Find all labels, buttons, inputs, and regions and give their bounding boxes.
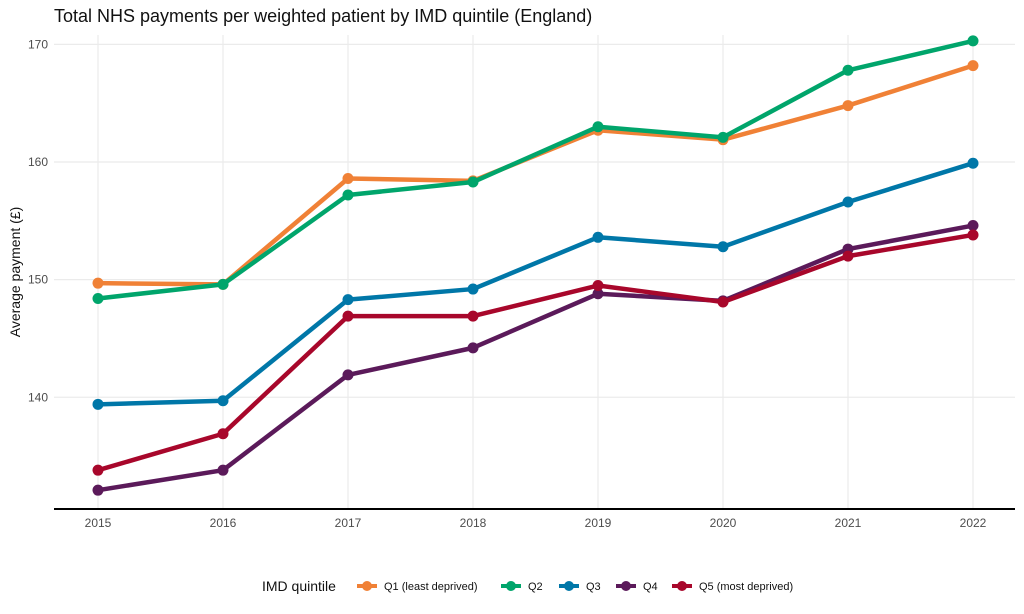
data-point <box>842 196 854 208</box>
legend-swatch-point <box>564 581 574 591</box>
data-point <box>717 241 729 253</box>
x-tick-label: 2018 <box>460 516 487 530</box>
series-line <box>95 38 976 301</box>
legend-swatch-point <box>621 581 631 591</box>
data-point <box>92 292 104 304</box>
legend-item: Q2 <box>501 581 543 593</box>
legend-swatch-point <box>677 581 687 591</box>
data-point <box>967 220 979 232</box>
data-point <box>842 250 854 262</box>
legend-item: Q1 (least deprived) <box>357 581 478 593</box>
data-point <box>967 157 979 169</box>
legend-label: Q5 (most deprived) <box>699 581 793 593</box>
data-point <box>467 342 479 354</box>
series-line <box>95 232 976 473</box>
legend: IMD quintile Q1 (least deprived) Q2 Q3 Q4 Q5… <box>262 578 793 594</box>
series-group <box>92 229 979 476</box>
x-tick-label: 2022 <box>960 516 987 530</box>
legend-swatch-point <box>506 581 516 591</box>
series-line <box>95 223 976 493</box>
x-tick-label: 2020 <box>710 516 737 530</box>
data-point <box>217 395 229 407</box>
grid <box>54 35 1015 509</box>
y-tick-label: 150 <box>28 273 48 287</box>
legend-title: IMD quintile <box>262 578 336 594</box>
data-point <box>92 277 104 289</box>
series <box>92 35 979 496</box>
x-tick-label: 2016 <box>210 516 237 530</box>
y-tick-label: 170 <box>28 37 48 51</box>
data-point <box>592 231 604 243</box>
data-point <box>592 121 604 133</box>
chart-title: Total NHS payments per weighted patient … <box>54 6 592 26</box>
x-tick-label: 2021 <box>835 516 862 530</box>
legend-label: Q2 <box>528 581 543 593</box>
data-point <box>92 398 104 410</box>
y-tick-label: 140 <box>28 390 48 404</box>
legend-label: Q3 <box>586 581 601 593</box>
data-point <box>217 428 229 440</box>
data-point <box>967 229 979 241</box>
legend-item: Q4 <box>616 581 658 593</box>
data-point <box>217 464 229 476</box>
x-tick-label: 2019 <box>585 516 612 530</box>
data-point <box>717 131 729 143</box>
data-point <box>92 484 104 496</box>
legend-label: Q1 (least deprived) <box>384 581 478 593</box>
data-point <box>967 60 979 72</box>
data-point <box>92 464 104 476</box>
y-axis-label: Average payment (£) <box>7 207 23 337</box>
data-point <box>467 176 479 188</box>
data-point <box>717 296 729 308</box>
series-group <box>92 157 979 410</box>
data-point <box>342 310 354 322</box>
data-point <box>467 310 479 322</box>
data-point <box>592 288 604 300</box>
series-line <box>95 160 976 407</box>
data-point <box>842 100 854 112</box>
series-group <box>92 35 979 304</box>
legend-swatch-point <box>362 581 372 591</box>
y-axis-ticks: 140 150 160 170 <box>28 37 48 404</box>
data-point <box>342 294 354 306</box>
data-point <box>342 369 354 381</box>
data-point <box>217 278 229 290</box>
x-tick-label: 2015 <box>85 516 112 530</box>
legend-item: Q3 <box>559 581 601 593</box>
x-axis-ticks: 2015 2016 2017 2018 2019 2020 2021 2022 <box>85 516 987 530</box>
data-point <box>467 283 479 295</box>
x-tick-label: 2017 <box>335 516 362 530</box>
data-point <box>342 172 354 184</box>
data-point <box>967 35 979 47</box>
data-point <box>592 280 604 292</box>
legend-label: Q4 <box>643 581 658 593</box>
legend-item: Q5 (most deprived) <box>672 581 793 593</box>
data-point <box>842 64 854 76</box>
y-tick-label: 160 <box>28 155 48 169</box>
data-point <box>342 189 354 201</box>
